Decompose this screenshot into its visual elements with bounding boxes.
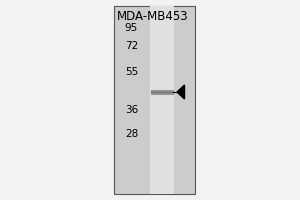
Text: 55: 55 (125, 67, 138, 77)
Bar (150, 6, 174, 194)
Text: 95: 95 (125, 23, 138, 33)
Bar (114, 6, 195, 194)
Text: 72: 72 (125, 41, 138, 51)
Text: 28: 28 (125, 129, 138, 139)
Text: 36: 36 (125, 105, 138, 115)
Text: MDA-MB453: MDA-MB453 (117, 10, 189, 23)
Polygon shape (177, 85, 184, 99)
